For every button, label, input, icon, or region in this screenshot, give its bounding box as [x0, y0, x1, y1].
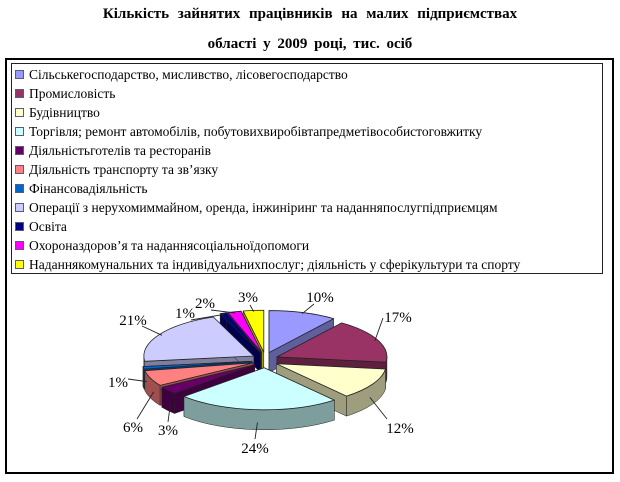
pie-label-2: 12%: [386, 421, 414, 437]
pie-slice-4: [161, 364, 256, 394]
legend-item: Операції з нерухомиммайном, оренда, інжи…: [15, 198, 602, 217]
pie-label-10: 3%: [238, 290, 258, 306]
legend-label: Промисловість: [29, 85, 116, 101]
pie-leader-line-0: [301, 303, 315, 315]
pie-label-8: 1%: [175, 306, 195, 322]
pie-leader-line-2: [369, 397, 388, 420]
pie-leader-line-7: [141, 325, 163, 336]
legend-label: Операції з нерухомиммайном, оренда, інжи…: [29, 199, 498, 215]
pie-slice-1: [276, 322, 388, 363]
pie-leader-line-8: [190, 313, 225, 321]
chart-area-frame: Сільськегосподарство, мисливство, лісове…: [5, 58, 614, 474]
legend-label: Діяльність транспорту та зв’язку: [29, 161, 219, 177]
legend-item: Діяльністьготелів та ресторанів: [15, 141, 602, 160]
pie-leader-line-6: [127, 378, 147, 383]
legend-item: Охороназдоров’я та наданнясоціальноїдопо…: [15, 236, 602, 255]
pie-label-1: 17%: [384, 310, 412, 326]
pie-leader-line-10: [249, 304, 255, 312]
legend-swatch: [15, 89, 24, 98]
pie-label-0: 10%: [306, 290, 334, 306]
legend-swatch: [15, 108, 24, 117]
pie-slice-7: [143, 316, 255, 362]
legend-label: Сільськегосподарство, мисливство, лісове…: [29, 66, 348, 82]
pie-slice-wall-6: [142, 366, 145, 390]
pie-slice-6: [142, 360, 253, 370]
pie-label-6: 1%: [108, 375, 128, 391]
legend-box: Сільськегосподарство, мисливство, лісове…: [11, 63, 603, 274]
legend-label: Фінансовадіяльність: [29, 180, 148, 196]
legend-swatch: [15, 241, 24, 250]
legend-item: Діяльність транспорту та зв’язку: [15, 160, 602, 179]
pie-leader-line-1: [374, 317, 384, 341]
legend-label: Діяльністьготелів та ресторанів: [29, 142, 212, 158]
legend-item: Наданнякомунальних та індивідуальнихпосл…: [15, 255, 602, 274]
legend-item: Сільськегосподарство, мисливство, лісове…: [15, 65, 602, 84]
pie-slice-3: [183, 367, 335, 411]
legend-swatch: [15, 70, 24, 79]
legend-swatch: [15, 184, 24, 193]
legend-swatch: [15, 127, 24, 136]
pie-slice-2: [275, 363, 386, 397]
legend-item: Фінансовадіяльність: [15, 179, 602, 198]
legend-item: Промисловість: [15, 84, 602, 103]
pie-chart: 10%17%12%24%3%6%1%21% 1%2% 3%: [108, 290, 414, 457]
legend-label: Торгівля; ремонт автомобілів, побутовихв…: [29, 123, 483, 139]
legend-label: Будівництво: [29, 104, 100, 120]
legend-swatch: [15, 203, 24, 212]
legend-swatch: [15, 222, 24, 231]
legend-swatch: [15, 165, 24, 174]
pie-leader-line-4: [167, 403, 171, 423]
legend-swatch: [15, 146, 24, 155]
pie-label-5: 6%: [123, 420, 143, 436]
pie-leader-line-9: [210, 309, 236, 314]
legend-label: Охороназдоров’я та наданнясоціальноїдопо…: [29, 237, 310, 253]
pie-label-7: 21%: [119, 313, 147, 329]
pie-slice-5: [144, 362, 254, 386]
legend-item: Будівництво: [15, 103, 602, 122]
chart-title-line1: Кількість зайнятих працівників на малих …: [102, 6, 518, 22]
chart-title-line2: області у 2009 році, тис. осіб: [207, 36, 413, 52]
pie-plot-area: 10% 17% 12% 24% 3% 6% 1% 21% 1% 2% 3%: [7, 276, 608, 470]
legend-swatch: [15, 260, 24, 269]
legend-label: Освіта: [29, 218, 67, 234]
pie-leader-line-5: [136, 391, 155, 420]
pie-label-3: 24%: [241, 441, 269, 457]
pie-label-9: 2%: [195, 296, 215, 312]
legend-label: Наданнякомунальних та індивідуальнихпосл…: [29, 256, 521, 272]
pie-leader-line-3: [254, 422, 258, 440]
chart-title: Кількість зайнятих працівників на малих …: [0, 0, 620, 52]
pie-slice-8: [219, 312, 261, 354]
pie-label-4: 3%: [158, 423, 178, 439]
legend-item: Освіта: [15, 217, 602, 236]
legend-item: Торгівля; ремонт автомобілів, побутовихв…: [15, 122, 602, 141]
